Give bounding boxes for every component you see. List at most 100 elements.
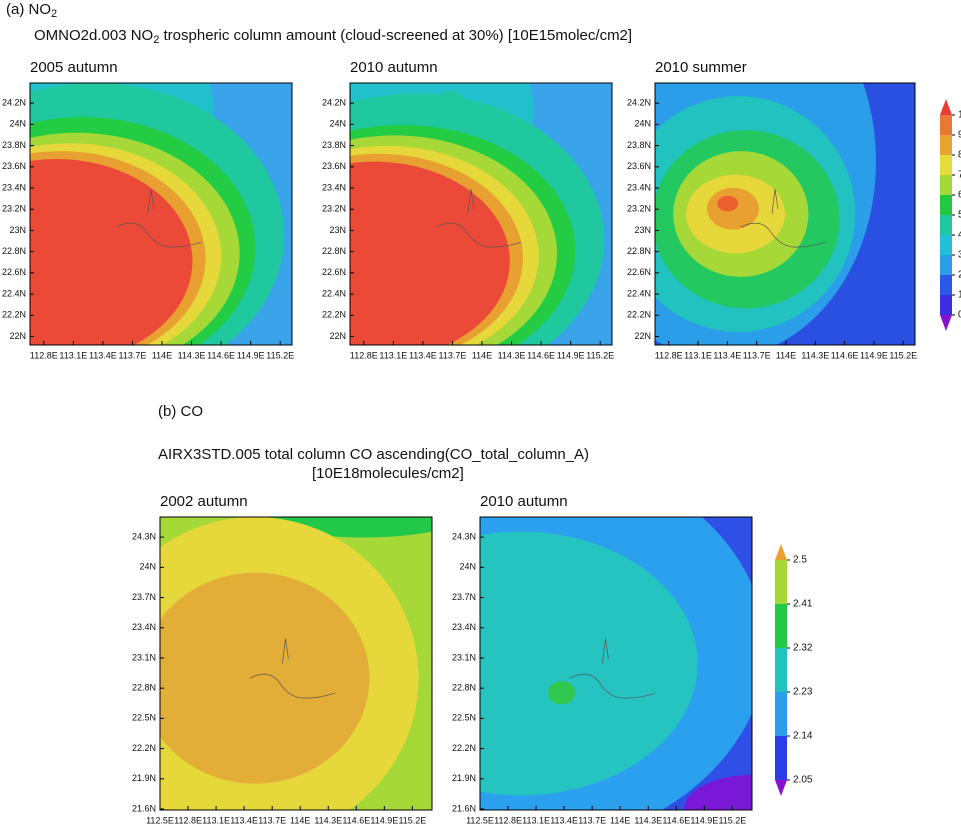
y-tick-label: 24.3N [452, 532, 476, 542]
y-tick-label: 21.6N [132, 803, 156, 813]
contour-field [480, 517, 752, 810]
x-tick-label: 114E [290, 815, 310, 825]
colorbar-extension [775, 544, 787, 560]
y-tick-label: 24N [139, 562, 156, 572]
section-label: (b) CO [158, 403, 203, 420]
colorbar-label: 6 [958, 190, 961, 201]
y-tick-label: 23.8N [627, 140, 651, 150]
subscript: 2 [51, 8, 57, 20]
y-tick-label: 24N [9, 119, 26, 129]
plot-frame [29, 82, 293, 346]
x-tick-label: 114.6E [527, 350, 555, 360]
colorbar-segment [940, 255, 952, 275]
x-tick-label: 114E [472, 350, 492, 360]
y-tick-label: 21.9N [452, 773, 476, 783]
x-tick-label: 112.8E [655, 350, 683, 360]
y-tick-label: 23.8N [2, 140, 26, 150]
contour-field [30, 83, 292, 345]
contour-field [655, 83, 915, 345]
y-tick-label: 23.6N [627, 161, 651, 171]
colorbar-label: 1 [958, 290, 961, 301]
x-tick-label: 113.7E [439, 350, 467, 360]
y-tick-label: 22.6N [322, 267, 346, 277]
coastline [249, 638, 335, 699]
y-tick-label: 23.1N [452, 652, 476, 662]
y-tick-label: 23.2N [322, 204, 346, 214]
x-tick-label: 115.2E [398, 815, 426, 825]
colorbar-segment [940, 175, 952, 195]
colorbar-label: 2.41 [793, 599, 813, 610]
colorbar-label: 7 [958, 170, 961, 181]
y-tick-label: 21.9N [132, 773, 156, 783]
y-tick-label: 23N [329, 225, 346, 235]
x-tick-label: 113.1E [59, 350, 87, 360]
colorbar-label: 2 [958, 270, 961, 281]
y-tick-label: 22.6N [2, 267, 26, 277]
section-label-text: (a) NO [6, 1, 51, 18]
y-tick-label: 21.6N [452, 803, 476, 813]
colorbar-label: 10 [958, 110, 961, 121]
colorbar-segment [775, 604, 787, 648]
y-tick-label: 23.6N [322, 161, 346, 171]
panel-title: 2005 autumn [30, 59, 118, 76]
y-tick-label: 23.4N [452, 622, 476, 632]
x-tick-label: 113.1E [379, 350, 407, 360]
title-part: OMNO2d.003 NO [34, 27, 153, 44]
x-tick-label: 114.3E [801, 350, 829, 360]
x-tick-label: 115.2E [889, 350, 917, 360]
x-tick-label: 114E [610, 815, 630, 825]
x-tick-label: 114.9E [237, 350, 265, 360]
y-tick-label: 22.4N [322, 288, 346, 298]
section-label: (a) NO2 [6, 1, 57, 20]
contour-band [350, 161, 510, 345]
colorbar-segment [775, 736, 787, 780]
section-title: [10E18molecules/cm2] [312, 465, 464, 482]
contour-band [717, 195, 739, 212]
y-tick-label: 24.2N [627, 98, 651, 108]
colorbar-segment [940, 295, 952, 315]
y-tick-label: 22.6N [627, 267, 651, 277]
y-tick-label: 23.2N [627, 204, 651, 214]
y-tick-label: 23.8N [322, 140, 346, 150]
x-tick-label: 113.7E [743, 350, 771, 360]
colorbar-label: 5 [958, 210, 961, 221]
contour-band [252, 517, 432, 538]
plot-frame [654, 82, 916, 346]
colorbar-label: 8 [958, 150, 961, 161]
y-tick-label: 23.2N [2, 204, 26, 214]
colorbar-segment [940, 275, 952, 295]
plot-frame [479, 516, 753, 811]
colorbar-label: 2.23 [793, 687, 813, 698]
colorbar-label: 2.5 [793, 555, 807, 566]
contour-band [160, 572, 370, 784]
y-tick-label: 24.3N [132, 532, 156, 542]
x-tick-label: 114.6E [207, 350, 235, 360]
x-tick-label: 114.6E [831, 350, 859, 360]
y-tick-label: 22.5N [132, 713, 156, 723]
y-tick-label: 22.4N [2, 288, 26, 298]
y-tick-label: 22.8N [452, 683, 476, 693]
y-tick-label: 22N [9, 331, 26, 341]
contour-band [30, 159, 193, 345]
x-tick-label: 112.8E [494, 815, 522, 825]
colorbar-segment [940, 215, 952, 235]
x-tick-label: 114.9E [557, 350, 585, 360]
y-tick-label: 24N [459, 562, 476, 572]
coastline [436, 188, 522, 248]
y-tick-label: 24N [634, 119, 651, 129]
x-tick-label: 114.6E [342, 815, 370, 825]
x-tick-label: 114E [776, 350, 796, 360]
y-tick-label: 22N [634, 331, 651, 341]
colorbar-label: 4 [958, 230, 961, 241]
panel-title: 2010 autumn [350, 59, 438, 76]
x-tick-label: 115.2E [586, 350, 614, 360]
x-tick-label: 115.2E [266, 350, 294, 360]
x-tick-label: 114.9E [860, 350, 888, 360]
y-tick-label: 23.6N [2, 161, 26, 171]
colorbar-extension [940, 99, 952, 115]
x-tick-label: 113.4E [230, 815, 258, 825]
x-tick-label: 112.5E [146, 815, 174, 825]
panel-title: 2002 autumn [160, 493, 248, 510]
panel-title: 2010 summer [655, 59, 747, 76]
